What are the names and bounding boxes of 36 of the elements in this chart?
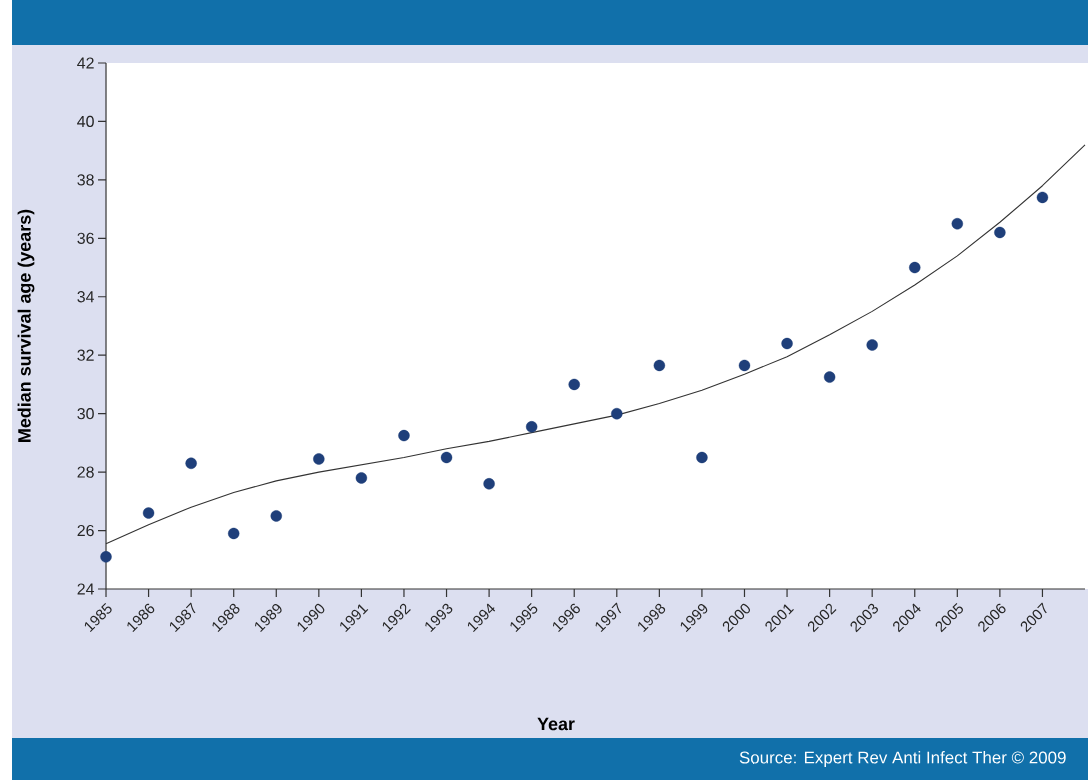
point	[525, 421, 538, 433]
point	[100, 551, 112, 563]
point	[355, 472, 368, 484]
point	[313, 453, 325, 465]
point	[781, 337, 793, 350]
y-tick-label: 30	[77, 408, 94, 420]
source-note: Source: Expert Rev Anti Infect Ther © 2009	[739, 751, 1066, 767]
point	[228, 527, 240, 540]
point	[866, 339, 878, 351]
x-axis-title: Year	[537, 717, 575, 731]
point	[696, 451, 708, 464]
point	[483, 478, 495, 490]
point	[951, 218, 964, 230]
y-tick-label: 42	[77, 57, 94, 69]
y-tick-label: 28	[77, 466, 94, 478]
point	[398, 429, 410, 442]
y-tick-label: 32	[77, 349, 94, 361]
point	[142, 507, 155, 519]
point	[653, 359, 666, 372]
y-axis-title: Median survival age (years)	[17, 209, 35, 442]
point	[909, 261, 921, 274]
point	[185, 457, 197, 470]
point	[568, 378, 580, 391]
y-tick-label: 38	[77, 174, 94, 186]
point	[1036, 191, 1049, 204]
point	[738, 359, 751, 372]
point	[440, 451, 453, 464]
point	[270, 510, 282, 522]
y-tick-label: 34	[77, 291, 95, 303]
point	[823, 371, 836, 383]
point	[611, 407, 623, 420]
y-tick-label: 40	[77, 115, 94, 128]
y-tick-label: 36	[77, 232, 94, 244]
y-tick-label: 24	[77, 583, 95, 595]
y-tick-label: 26	[77, 524, 94, 537]
point	[994, 226, 1006, 239]
